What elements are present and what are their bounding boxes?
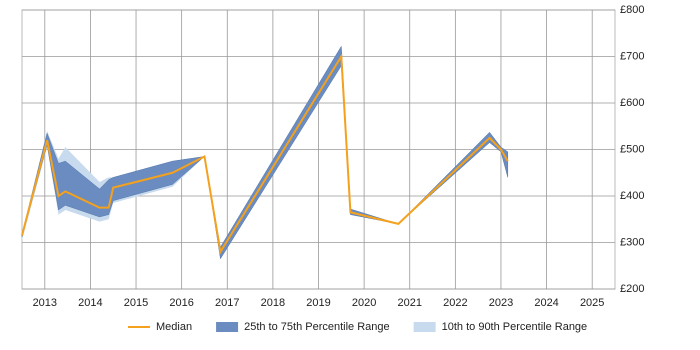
legend-swatch xyxy=(413,322,436,332)
y-tick-label: £300 xyxy=(620,236,644,248)
x-tick-label: 2014 xyxy=(78,297,102,309)
legend-label: 25th to 75th Percentile Range xyxy=(244,321,390,333)
x-tick-label: 2024 xyxy=(534,297,558,309)
x-tick-label: 2023 xyxy=(489,297,513,309)
y-tick-label: £700 xyxy=(620,50,644,62)
x-tick-label: 2019 xyxy=(306,297,330,309)
x-tick-label: 2016 xyxy=(169,297,193,309)
median-line xyxy=(21,53,509,255)
legend-swatch xyxy=(216,322,239,332)
percentile-band xyxy=(21,45,509,260)
y-tick-label: £800 xyxy=(620,4,644,16)
y-tick-label: £600 xyxy=(620,97,644,109)
x-tick-label: 2015 xyxy=(124,297,148,309)
y-tick-label: £200 xyxy=(620,283,644,295)
x-tick-label: 2025 xyxy=(580,297,604,309)
x-tick-label: 2018 xyxy=(261,297,285,309)
x-tick-label: 2013 xyxy=(33,297,57,309)
legend-label: Median xyxy=(156,321,192,333)
y-tick-label: £500 xyxy=(620,143,644,155)
x-tick-label: 2021 xyxy=(397,297,421,309)
x-tick-label: 2022 xyxy=(443,297,467,309)
x-tick-label: 2020 xyxy=(352,297,376,309)
x-tick-label: 2017 xyxy=(215,297,239,309)
y-tick-label: £400 xyxy=(620,190,644,202)
legend-label: 10th to 90th Percentile Range xyxy=(442,321,588,333)
